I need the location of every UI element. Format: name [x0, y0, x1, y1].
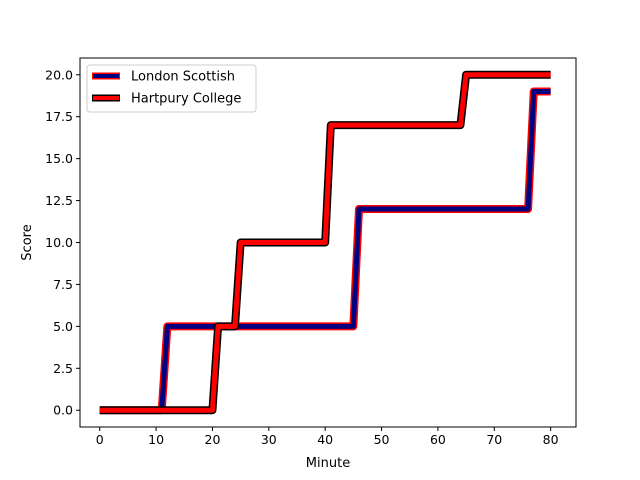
- series-layer: [99, 70, 551, 415]
- x-tick-label: 0: [96, 432, 104, 447]
- x-tick-label: 20: [205, 432, 221, 447]
- plot-frame: [79, 57, 577, 428]
- x-tick-label: 40: [317, 432, 333, 447]
- y-tick-label: 12.5: [45, 193, 73, 208]
- legend-label-london-scottish: London Scottish: [131, 70, 235, 85]
- y-tick-label: 15.0: [45, 151, 73, 166]
- y-axis-label: Score: [20, 224, 35, 260]
- x-tick-label: 50: [374, 432, 390, 447]
- x-tick-label: 60: [430, 432, 446, 447]
- x-axis-ticks: 0 10 20 30 40 50 60 70 80: [96, 427, 559, 447]
- y-axis-ticks: 0.0 2.5 5.0 7.5 10.0 12.5 15.0 17.5 20.0: [45, 67, 80, 418]
- legend: London Scottish Hartpury College: [86, 64, 257, 113]
- y-tick-label: 7.5: [53, 277, 73, 292]
- y-tick-label: 17.5: [45, 109, 73, 124]
- x-tick-label: 80: [543, 432, 559, 447]
- series-line-london-scottish: [99, 89, 551, 413]
- y-tick-label: 2.5: [53, 361, 73, 376]
- y-tick-label: 20.0: [45, 67, 73, 82]
- legend-label-hartpury-college: Hartpury College: [131, 92, 241, 107]
- x-tick-label: 70: [486, 432, 502, 447]
- y-tick-label: 0.0: [53, 403, 73, 418]
- y-tick-label: 5.0: [53, 319, 73, 334]
- x-tick-label: 10: [148, 432, 164, 447]
- series-line-hartpury-college: [99, 72, 551, 413]
- y-tick-label: 10.0: [45, 235, 73, 250]
- legend-box: [86, 64, 257, 113]
- x-tick-label: 30: [261, 432, 277, 447]
- x-axis-label: Minute: [306, 456, 350, 471]
